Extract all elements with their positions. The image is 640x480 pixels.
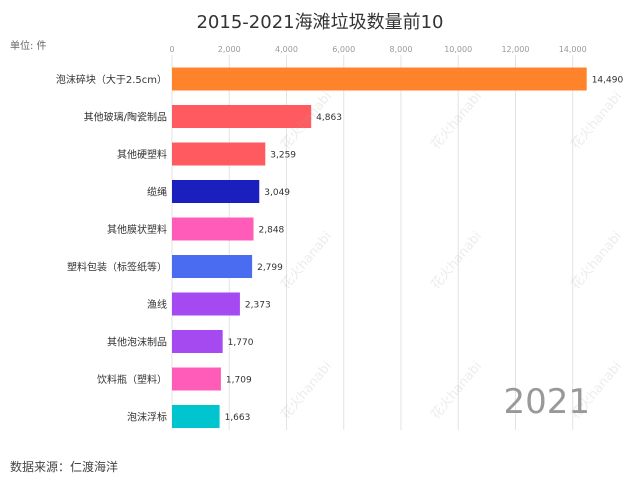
value-label: 2,799 <box>257 263 283 273</box>
unit-label: 单位: 件 <box>10 41 47 52</box>
x-tick-label: 10,000 <box>444 45 472 54</box>
bar <box>172 142 266 166</box>
x-tick-label: 6,000 <box>332 45 355 54</box>
value-label: 2,848 <box>259 226 285 236</box>
category-label: 其他泡沫制品 <box>107 336 167 349</box>
x-tick-label: 14,000 <box>559 45 587 54</box>
category-label: 泡沫浮标 <box>127 411 167 424</box>
x-tick-label: 12,000 <box>501 45 529 54</box>
category-label: 其他玻璃/陶瓷制品 <box>84 111 167 124</box>
value-label: 4,863 <box>316 113 342 123</box>
bar <box>172 217 254 241</box>
bar <box>172 105 312 128</box>
chart-title: 2015-2021海滩垃圾数量前10 <box>196 12 444 33</box>
x-tick-label: 2,000 <box>218 45 241 54</box>
year-label: 2021 <box>503 382 590 422</box>
value-label: 1,663 <box>225 413 251 423</box>
source-note: 数据来源：仁渡海洋 <box>10 460 119 474</box>
bar <box>172 330 223 353</box>
value-label: 2,373 <box>245 301 271 311</box>
x-axis-ticks: 0 2,000 4,000 6,000 8,000 10,000 12,000 14,000 <box>169 45 586 54</box>
bar <box>172 255 253 278</box>
x-tick-label: 8,000 <box>390 45 413 54</box>
value-label: 1,709 <box>226 376 252 386</box>
value-label: 1,770 <box>228 338 254 348</box>
category-label: 饮料瓶（塑料） <box>97 373 167 386</box>
category-label: 其他膜状塑料 <box>107 223 167 236</box>
value-label: 3,049 <box>264 188 290 198</box>
bars <box>172 67 587 428</box>
category-label: 渔线 <box>147 298 167 311</box>
value-labels: 14,490 4,863 3,259 3,049 2,848 2,799 2,373 1,77… <box>225 76 624 424</box>
category-label: 塑料包装（标签纸等） <box>67 261 167 274</box>
category-label: 其他硬塑料 <box>117 148 167 161</box>
value-label: 3,259 <box>270 151 296 161</box>
category-label: 缆绳 <box>147 186 167 199</box>
category-labels: 泡沫碎块（大于2.5cm） 其他玻璃/陶瓷制品其他硬塑料缆绳其他膜状塑料塑料包装（… <box>56 73 167 424</box>
x-tick-label: 0 <box>169 45 174 54</box>
bar <box>172 67 587 91</box>
bar <box>172 292 240 316</box>
category-label: 泡沫碎块（大于2.5cm） <box>56 73 167 86</box>
bar <box>172 405 220 428</box>
bar <box>172 367 221 391</box>
x-tick-label: 4,000 <box>275 45 298 54</box>
value-label: 14,490 <box>592 76 624 86</box>
bar <box>172 180 260 203</box>
